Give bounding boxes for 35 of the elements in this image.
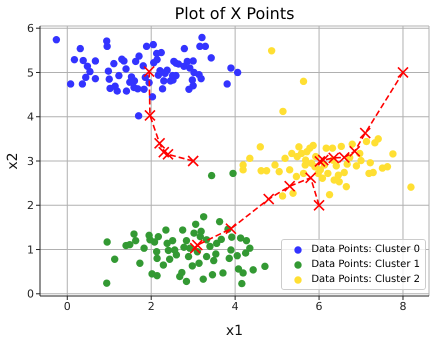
chart-title: Plot of X Points (174, 4, 296, 23)
y-tick-label: 1 (27, 243, 34, 256)
x-tick-label: 4 (232, 300, 239, 313)
point (397, 66, 409, 78)
point (284, 180, 296, 192)
legend-label: Data Points: Cluster 0 (311, 244, 420, 255)
point (192, 239, 204, 251)
point (359, 127, 372, 139)
point (158, 146, 170, 158)
y-tick-label: 0 (27, 288, 34, 301)
point (154, 137, 166, 150)
x-tick-label: 2 (148, 300, 155, 313)
point (348, 145, 361, 158)
y-tick-label: 5 (27, 66, 34, 80)
point (144, 110, 156, 122)
x-tick-label: 8 (399, 300, 406, 313)
y-tick-label: 6 (27, 22, 34, 36)
legend-label: Data Points: Cluster 1 (311, 259, 420, 270)
x-axis-title: x1 (226, 323, 244, 339)
x-tick-label: 0 (64, 300, 71, 313)
point (189, 242, 202, 254)
y-axis-title: x2 (4, 152, 21, 170)
y-tick-label: 2 (27, 199, 34, 212)
point (304, 172, 316, 184)
point (313, 199, 325, 212)
point (262, 193, 274, 205)
legend-label: Data Points: Cluster 2 (311, 274, 420, 285)
y-tick-label: 4 (27, 110, 34, 124)
point (187, 155, 199, 167)
x-tick-label: 6 (316, 300, 323, 313)
point (143, 66, 155, 78)
y-tick-label: 3 (27, 154, 34, 168)
point (314, 156, 326, 168)
point (225, 222, 237, 235)
point (162, 148, 174, 160)
